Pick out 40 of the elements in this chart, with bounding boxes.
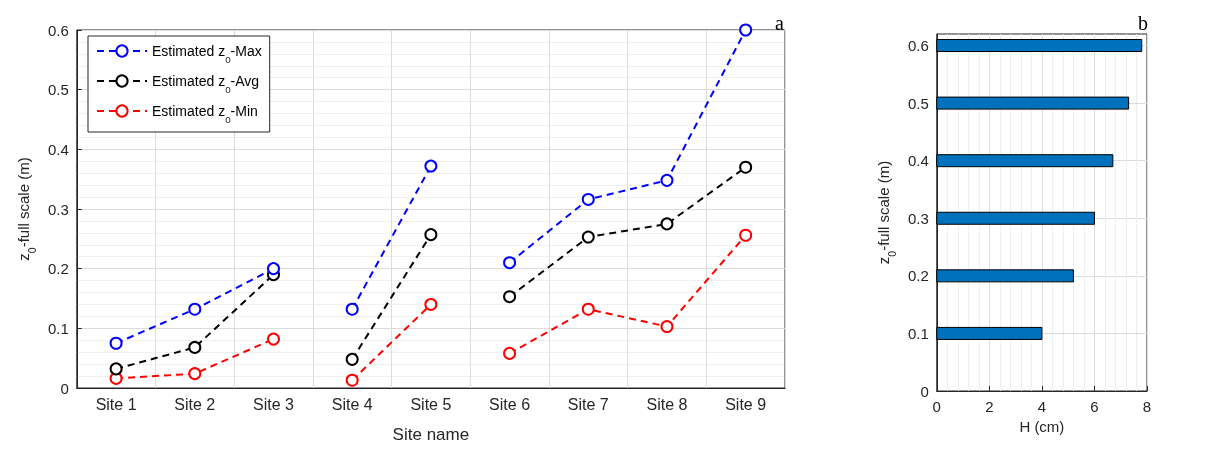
x-tick-label: Site 6 — [489, 395, 531, 413]
x-tick-label: Site 8 — [646, 395, 688, 413]
x-tick-label: Site 5 — [410, 395, 452, 413]
y-tick-label: 0.5 — [47, 81, 69, 99]
y-tick-label: 0.4 — [907, 152, 929, 170]
bar — [936, 211, 1095, 225]
chart-title: b — [1138, 12, 1148, 34]
x-tick-label: 8 — [1142, 398, 1152, 415]
x-tick-label: Site 7 — [567, 395, 609, 413]
x-tick-label: Site 9 — [725, 395, 767, 413]
bar — [936, 96, 1130, 110]
x-tick-label: 6 — [1090, 398, 1099, 415]
bar — [936, 39, 1143, 53]
y-tick-label: 0.1 — [907, 324, 929, 342]
x-axis-title: H (cm) — [1019, 418, 1065, 435]
y-tick-label: 0.1 — [47, 319, 69, 337]
x-tick-label: Site 4 — [331, 395, 373, 413]
bar — [936, 154, 1114, 168]
y-tick-label: 0.2 — [907, 267, 929, 285]
x-tick-label: 2 — [985, 398, 994, 415]
x-tick-label: Site 2 — [174, 395, 216, 413]
y-axis-title: z0-full scale (m) — [875, 160, 898, 265]
x-tick-label: Site 3 — [253, 395, 295, 413]
y-tick-label: 0 — [60, 379, 69, 397]
x-tick-label: 4 — [1037, 398, 1047, 415]
y-tick-label: 0.3 — [907, 209, 929, 227]
bar — [936, 326, 1043, 340]
y-tick-label: 0 — [920, 382, 929, 400]
y-tick-label: 0.2 — [47, 260, 69, 278]
y-tick-label: 0.4 — [47, 140, 69, 158]
x-axis-title: Site name — [392, 425, 470, 444]
y-tick-label: 0.6 — [907, 37, 929, 55]
chart-title: a — [775, 12, 784, 34]
y-tick-label: 0.3 — [47, 200, 69, 218]
bar — [936, 269, 1074, 283]
y-tick-label: 0.6 — [47, 21, 69, 39]
y-tick-label: 0.5 — [907, 94, 929, 112]
x-tick-label: Site 1 — [95, 395, 137, 413]
x-tick-label: 0 — [932, 398, 941, 415]
y-axis-title: z0-full scale (m) — [15, 157, 38, 261]
